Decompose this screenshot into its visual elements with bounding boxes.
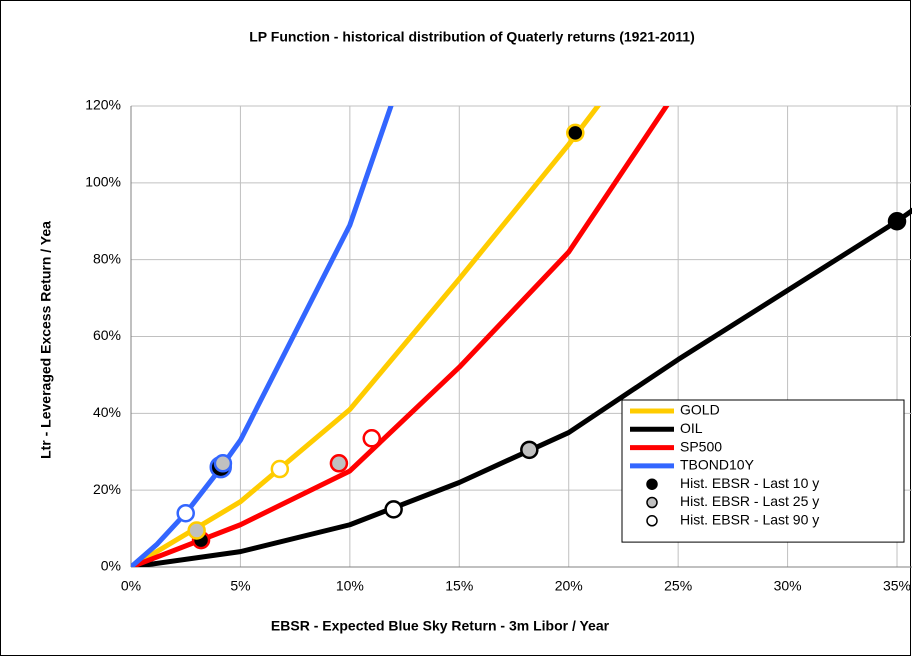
data-point (384, 500, 403, 519)
data-point (329, 454, 349, 473)
series-line (131, 106, 670, 567)
legend-marker (646, 496, 658, 509)
x-tick-label: 35% (883, 578, 911, 594)
x-tick-label: 25% (664, 578, 692, 594)
chart-title: LP Function - historical distribution of… (249, 29, 695, 45)
legend-box (621, 399, 905, 543)
x-tick-label: 5% (230, 578, 250, 594)
y-tick-label: 20% (93, 481, 121, 497)
legend-label: OIL (680, 420, 703, 436)
legend: GOLD OIL SP500 TBOND10Y Hist. EBSR - Last 10… (621, 399, 905, 543)
data-point (362, 429, 381, 448)
data-point (566, 123, 585, 143)
legend-marker (646, 515, 658, 527)
data-point (887, 212, 907, 231)
x-axis-label: EBSR - Expected Blue Sky Return - 3m Lib… (271, 618, 610, 634)
legend-label: SP500 (680, 438, 722, 454)
legend-label: Hist. EBSR - Last 90 y (680, 512, 819, 528)
data-point (520, 440, 539, 460)
grid: 0% 20% 40% 60% 80% 100% 120% 0% 5% 10% 15% 20% 25% 30… (85, 97, 912, 594)
y-tick-label: 40% (93, 404, 121, 420)
y-tick-label: 120% (85, 97, 121, 113)
x-tick-label: 0% (121, 578, 141, 594)
legend-marker (646, 478, 658, 490)
y-tick-label: 60% (93, 327, 121, 343)
y-tick-label: 80% (93, 250, 121, 266)
legend-label: Hist. EBSR - Last 10 y (680, 475, 819, 491)
y-axis-label: Ltr - Leveraged Excess Return / Yea (38, 221, 54, 459)
data-point (176, 503, 195, 523)
x-tick-label: 10% (336, 578, 364, 594)
legend-label: Hist. EBSR - Last 25 y (680, 493, 819, 509)
x-tick-label: 30% (774, 578, 802, 594)
series-line (131, 207, 912, 567)
legend-label: TBOND10Y (680, 457, 755, 473)
data-point (213, 454, 233, 473)
data-point (270, 459, 290, 479)
data-point (187, 521, 206, 540)
legend-label: GOLD (680, 402, 720, 418)
plot-area (131, 106, 912, 567)
x-tick-label: 15% (445, 578, 473, 594)
y-tick-label: 100% (85, 174, 121, 190)
y-tick-label: 0% (101, 558, 121, 574)
x-tick-label: 20% (555, 578, 583, 594)
